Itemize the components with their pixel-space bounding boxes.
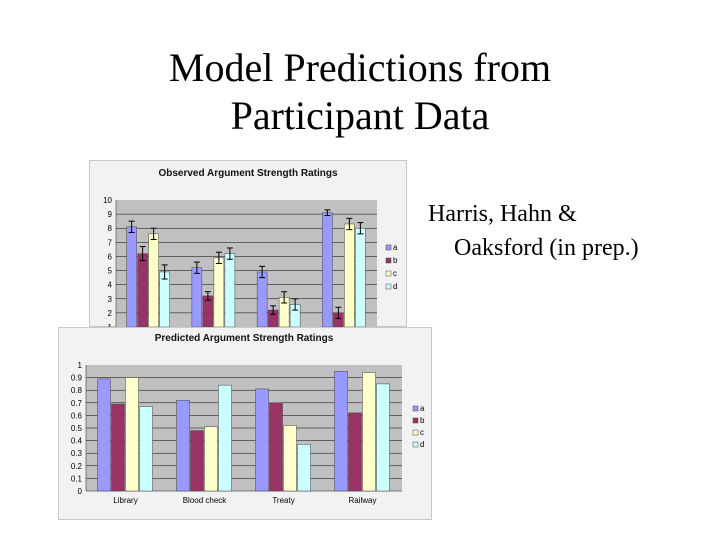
legend-swatch-b <box>385 257 392 264</box>
bar-a <box>97 378 111 492</box>
y-tick-label: 8 <box>108 224 113 233</box>
bar-a <box>126 226 137 328</box>
error-bar-c <box>150 227 157 241</box>
bar-c <box>148 233 159 328</box>
observed-ratings-chart-svg: Observed Argument Strength Ratings123456… <box>89 160 407 332</box>
legend-swatch-c <box>412 429 419 436</box>
y-tick-label: 0.1 <box>71 474 83 483</box>
citation-line-2: Oaksford (in prep.) <box>454 235 639 261</box>
y-tick-label: 0.9 <box>71 374 83 383</box>
bar-d <box>218 384 232 492</box>
bar-c <box>283 425 297 492</box>
legend-label-b: b <box>420 416 425 425</box>
bar-d <box>355 227 366 328</box>
x-tick-label: Treaty <box>272 496 294 505</box>
legend-swatch-d <box>385 283 392 290</box>
error-bar-c <box>281 291 288 304</box>
error-bar-a <box>128 220 135 233</box>
bar-b <box>190 430 204 492</box>
error-bar-d <box>226 247 233 260</box>
citation: Harris, Hahn & Oaksford (in prep.) <box>428 197 639 265</box>
bar-a <box>255 388 269 492</box>
error-bar-b <box>204 291 211 301</box>
x-tick-label: Blood check <box>183 496 228 505</box>
y-tick-label: 0.7 <box>71 399 83 408</box>
error-bar-a <box>259 265 266 279</box>
y-tick-label: 7 <box>108 238 113 247</box>
error-bar-c <box>346 217 353 231</box>
error-bar-c <box>215 251 222 264</box>
error-bar-d <box>292 298 299 311</box>
y-tick-label: 0.6 <box>71 411 83 420</box>
chart-title: Predicted Argument Strength Ratings <box>155 333 334 344</box>
bar-d <box>159 271 170 328</box>
slide-title-line-2: Participant Data <box>230 93 490 138</box>
y-tick-label: 2 <box>108 309 113 318</box>
error-bar-d <box>161 264 168 280</box>
bar-b <box>348 412 362 492</box>
y-tick-label: 0.4 <box>71 437 83 446</box>
predicted-ratings-chart: Predicted Argument Strength Ratings 0 0.1 0… <box>58 327 432 520</box>
bar-c <box>204 426 218 492</box>
y-tick-label: 0 <box>78 487 83 496</box>
y-tick-label: 0.8 <box>71 386 83 395</box>
citation-line-1: Harris, Hahn & <box>428 201 577 227</box>
legend-swatch-d <box>412 441 419 448</box>
bar-c <box>213 257 225 328</box>
bar-b <box>111 403 125 492</box>
y-tick-label: 6 <box>108 252 113 261</box>
bar-a <box>191 267 203 328</box>
legend-label-b: b <box>393 256 398 265</box>
legend-swatch-a <box>412 405 419 412</box>
error-bar-d <box>357 222 364 235</box>
legend-swatch-b <box>412 417 419 424</box>
bar-a <box>322 212 333 328</box>
y-tick-label: 10 <box>103 196 112 205</box>
x-tick-label: Railway <box>348 496 376 505</box>
slide-title: Model Predictions from Participant Data <box>0 44 720 140</box>
error-bar-a <box>193 261 200 274</box>
legend-label-c: c <box>393 269 397 278</box>
bar-c <box>344 223 355 328</box>
legend-swatch-a <box>385 244 392 251</box>
bar-a <box>334 371 348 492</box>
y-tick-label: 0.3 <box>71 449 83 458</box>
y-tick-label: 0.5 <box>71 424 83 433</box>
legend-label-c: c <box>420 428 424 437</box>
error-bar-b <box>335 306 342 320</box>
error-bar-b <box>139 246 146 262</box>
y-tick-label: 0.2 <box>71 462 83 471</box>
y-tick-label: 3 <box>108 295 113 304</box>
slide-title-line-1: Model Predictions from <box>168 45 552 90</box>
bar-c <box>362 372 376 492</box>
bar-b <box>269 402 283 492</box>
error-bar-a <box>324 209 331 217</box>
bar-d <box>297 444 311 492</box>
legend-label-d: d <box>420 440 424 449</box>
bar-a <box>176 400 190 492</box>
bar-d <box>139 406 153 492</box>
legend-label-d: d <box>393 282 397 291</box>
legend-label-a: a <box>420 404 425 413</box>
bar-d <box>224 253 236 328</box>
bar-c <box>125 377 139 492</box>
observed-ratings-chart: Observed Argument Strength Ratings123456… <box>89 160 407 332</box>
y-tick-label: 5 <box>108 267 113 276</box>
predicted-ratings-chart-svg: Predicted Argument Strength Ratings 0 0.1 0… <box>58 327 432 520</box>
bar-d <box>376 383 390 492</box>
y-tick-label: 9 <box>108 210 113 219</box>
y-tick-label: 1 <box>78 361 83 370</box>
legend-swatch-c <box>385 270 392 277</box>
error-bar-b <box>270 305 277 315</box>
bar-a <box>256 271 268 328</box>
chart-title: Observed Argument Strength Ratings <box>158 168 338 179</box>
x-tick-label: Library <box>113 496 137 505</box>
y-tick-label: 4 <box>108 281 113 290</box>
legend-label-a: a <box>393 243 398 252</box>
bar-b <box>137 253 148 328</box>
